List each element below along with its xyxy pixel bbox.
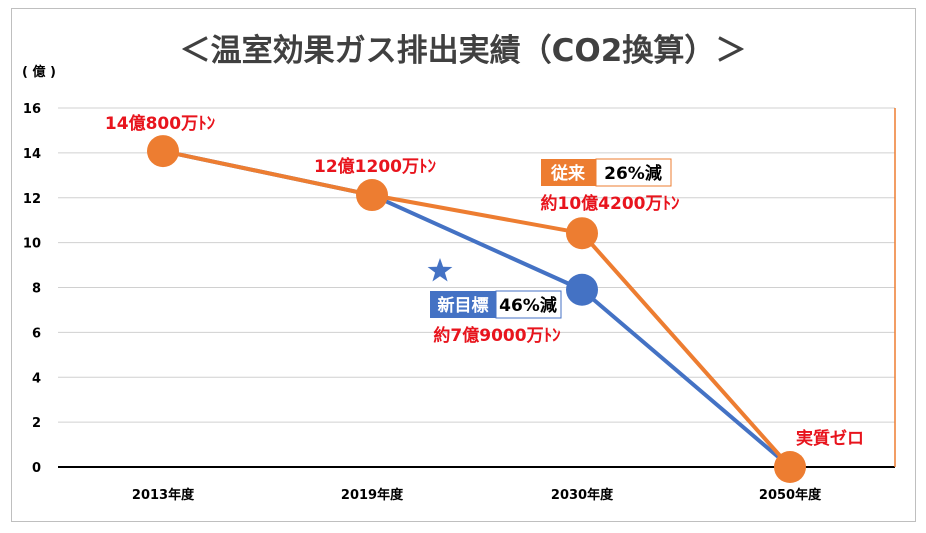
y-tick-label: 16 (23, 102, 41, 117)
data-point-conventional (566, 217, 598, 250)
y-tick-label: 0 (32, 461, 41, 476)
y-tick-label: 6 (32, 326, 41, 341)
series-lines (147, 135, 806, 483)
annotation-conventional-value: 約10億4200万ﾄﾝ (541, 193, 680, 214)
y-tick-label: 12 (23, 192, 41, 207)
x-category-labels: 2013年度 2019年度 2030年度 2050年度 (132, 487, 822, 503)
new-target-badge-pct: 46%減 (499, 295, 557, 316)
data-point-conventional (356, 179, 388, 212)
x-category-label: 2030年度 (551, 487, 614, 503)
new-target-badge-label: 新目標 (438, 295, 489, 316)
data-point-conventional (774, 451, 806, 483)
series-line-conventional (162, 149, 792, 469)
y-tick-label: 8 (32, 282, 41, 297)
annotation-new-target-value: 約7億9000万ﾄﾝ (433, 325, 561, 346)
chart-title: ＜温室効果ガス排出実績（CO2換算）＞ (180, 33, 747, 69)
data-point-new_target (566, 273, 598, 306)
data-point-conventional (147, 135, 179, 168)
grid-lines (58, 107, 895, 468)
conventional-badge-pct: 26%減 (604, 163, 662, 184)
x-category-label: 2013年度 (132, 487, 195, 503)
y-tick-label: 10 (23, 237, 41, 252)
y-tick-label: 14 (23, 147, 41, 162)
x-category-label: 2050年度 (759, 487, 822, 503)
annotation-2013-value: 14億800万ﾄﾝ (105, 113, 216, 134)
x-category-label: 2019年度 (341, 487, 404, 503)
conventional-badge-label: 従来 (550, 163, 586, 184)
conventional-badge: 従来 26%減 (541, 158, 672, 187)
new-target-badge-bg (430, 291, 496, 318)
y-axis-unit: ( 億 ) (22, 64, 56, 80)
star-icon (427, 258, 453, 282)
y-tick-label: 4 (32, 371, 41, 386)
annotation-net-zero: 実質ゼロ (796, 428, 864, 449)
new-target-badge: 新目標 46%減 (430, 290, 562, 319)
new-target-badge-pct-bg (495, 290, 562, 319)
conventional-badge-bg (541, 159, 596, 186)
annotation-2019-value: 12億1200万ﾄﾝ (314, 156, 436, 177)
y-tick-label: 2 (32, 416, 41, 431)
y-tick-labels: 0 2 4 6 8 10 12 14 16 (23, 102, 41, 476)
conventional-badge-pct-bg (595, 158, 672, 187)
